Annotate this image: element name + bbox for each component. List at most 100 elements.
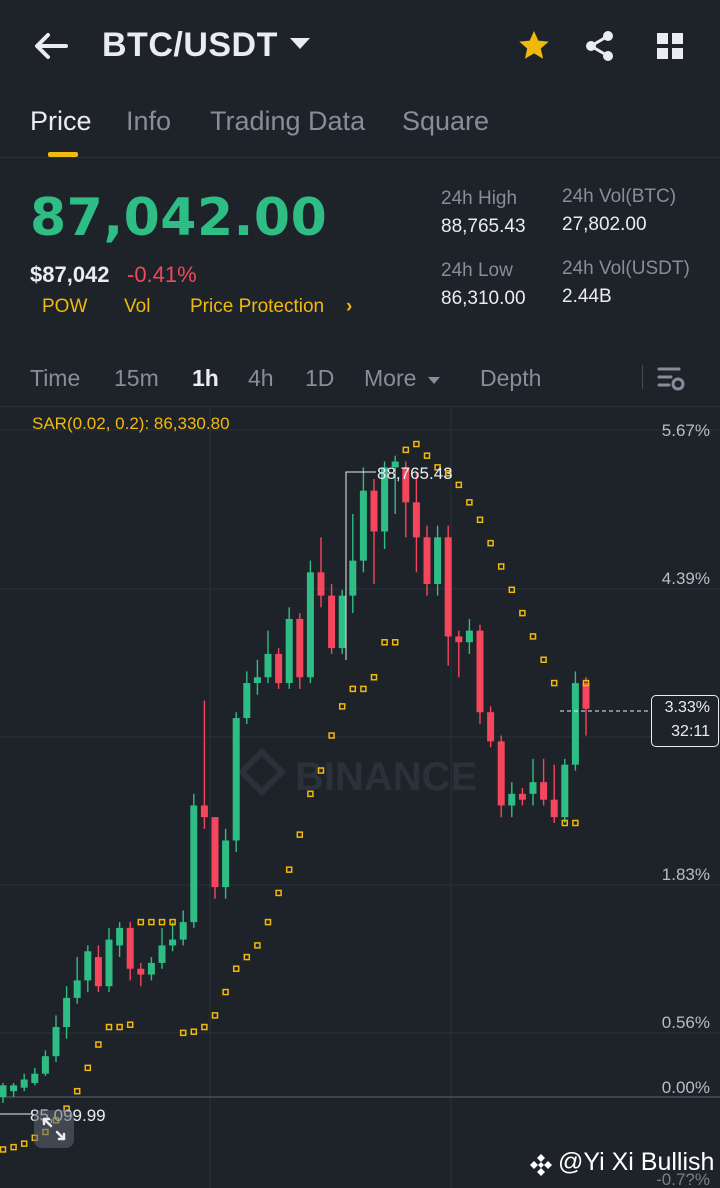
candlestick-chart[interactable]: BINANCE [0,407,720,1188]
tag-pow[interactable]: POW [42,296,88,317]
sar-dot [434,464,441,471]
caret-down-icon[interactable] [290,38,310,49]
candle-body [285,618,293,684]
y-axis-label: -0.7?% [656,1170,710,1188]
sar-dot [296,831,304,838]
stat-high-value: 88,765.43 [441,216,526,237]
depth-tab[interactable]: Depth [480,365,542,391]
sar-dot [307,790,314,798]
candle-body [412,502,420,538]
sar-dot [169,918,176,926]
candle-body [20,1079,28,1088]
sar-dot [391,639,399,646]
candle-body [328,595,336,649]
interval-more[interactable]: More [364,365,417,391]
interval-15m[interactable]: 15m [114,365,159,391]
candle-body [497,741,505,806]
grid-icon[interactable] [652,28,688,64]
chart-settings-icon[interactable] [656,365,686,393]
tag-price-protection[interactable]: Price Protection [190,296,325,317]
sar-dot [381,639,388,646]
sar-dot [466,499,473,506]
caret-down-icon[interactable] [428,377,440,384]
tab-info[interactable]: Info [126,106,172,136]
sar-dot [497,563,505,570]
sar-dot [285,866,293,873]
candle-body [253,677,261,684]
candle-body [540,782,548,800]
sar-dot [201,1023,208,1031]
back-arrow-icon[interactable] [30,28,70,64]
sar-indicator-label: SAR(0.02, 0.2): 86,330.80 [32,414,230,433]
candle-body [147,962,155,975]
sar-dot [243,953,251,961]
current-price-tag: 3.33% 32:11 [651,695,719,747]
sar-dot [116,1023,123,1031]
candle-body [116,927,124,946]
candle-body [296,618,304,678]
candle-body [31,1073,39,1084]
y-axis-label: 1.83% [661,865,710,884]
candle-body [476,630,484,713]
candle-body [126,927,134,969]
candle-body [232,718,240,841]
sar-dot [317,767,325,774]
candle-body [222,840,230,888]
interval-1h[interactable]: 1h [192,365,219,391]
price-change-percent: -0.41% [127,262,197,287]
stat-vol-usdt-value: 2.44B [562,286,612,307]
sar-dot [582,679,590,687]
stat-vol-btc-value: 27,802.00 [562,214,647,235]
sar-dot [338,703,346,710]
y-axis-label: 0.00% [661,1078,710,1097]
pair-title[interactable]: BTC/USDT [102,26,278,64]
share-icon[interactable] [582,28,618,64]
candle-body [434,537,442,584]
sar-dot [455,481,463,489]
candle-body [306,572,314,678]
candle-body [73,980,81,998]
candle-body [169,939,177,946]
star-icon[interactable] [516,28,552,64]
interval-1d[interactable]: 1D [305,365,335,391]
interval-4h[interactable]: 4h [248,365,274,391]
candle-body [359,490,367,561]
candle-body [179,922,187,940]
sar-dot [179,1029,187,1037]
candle-body [508,793,516,806]
top-bar: BTC/USDT [0,0,720,95]
sar-dot [402,446,410,454]
tab-trading-data[interactable]: Trading Data [210,106,366,136]
chevron-right-icon[interactable]: › [346,296,353,317]
candle-body [455,636,463,643]
y-axis-label: 4.39% [661,569,710,588]
tag-vol[interactable]: Vol [124,296,151,317]
sar-dot [550,679,558,687]
y-axis-label: 0.56% [661,1013,710,1032]
expand-chart-button[interactable] [34,1110,74,1148]
interval-time[interactable]: Time [30,365,81,391]
candle-body [105,939,113,987]
sar-dot [105,1023,113,1031]
divider [0,406,720,407]
candle-body [561,764,569,818]
candle-body [41,1056,49,1074]
candle-body [63,997,71,1028]
sar-dot [529,633,537,640]
candle-body [349,560,357,596]
candle-countdown: 32:11 [671,723,710,740]
candle-body [243,683,251,719]
y-axis-label: 5.67% [661,421,710,440]
interval-bar: Time 15m 1h 4h 1D More Depth [0,355,720,403]
candle-body [391,461,399,468]
tab-price[interactable]: Price [30,106,92,136]
chart-watermark: BINANCE [295,755,477,799]
sar-dot [95,1041,102,1048]
sar-dot [423,452,431,459]
sar-dot [158,918,166,926]
candle-body [444,537,452,637]
tab-square[interactable]: Square [402,106,490,136]
candle-body [338,595,346,649]
sar-dot [328,732,335,739]
sar-dot [360,685,367,693]
